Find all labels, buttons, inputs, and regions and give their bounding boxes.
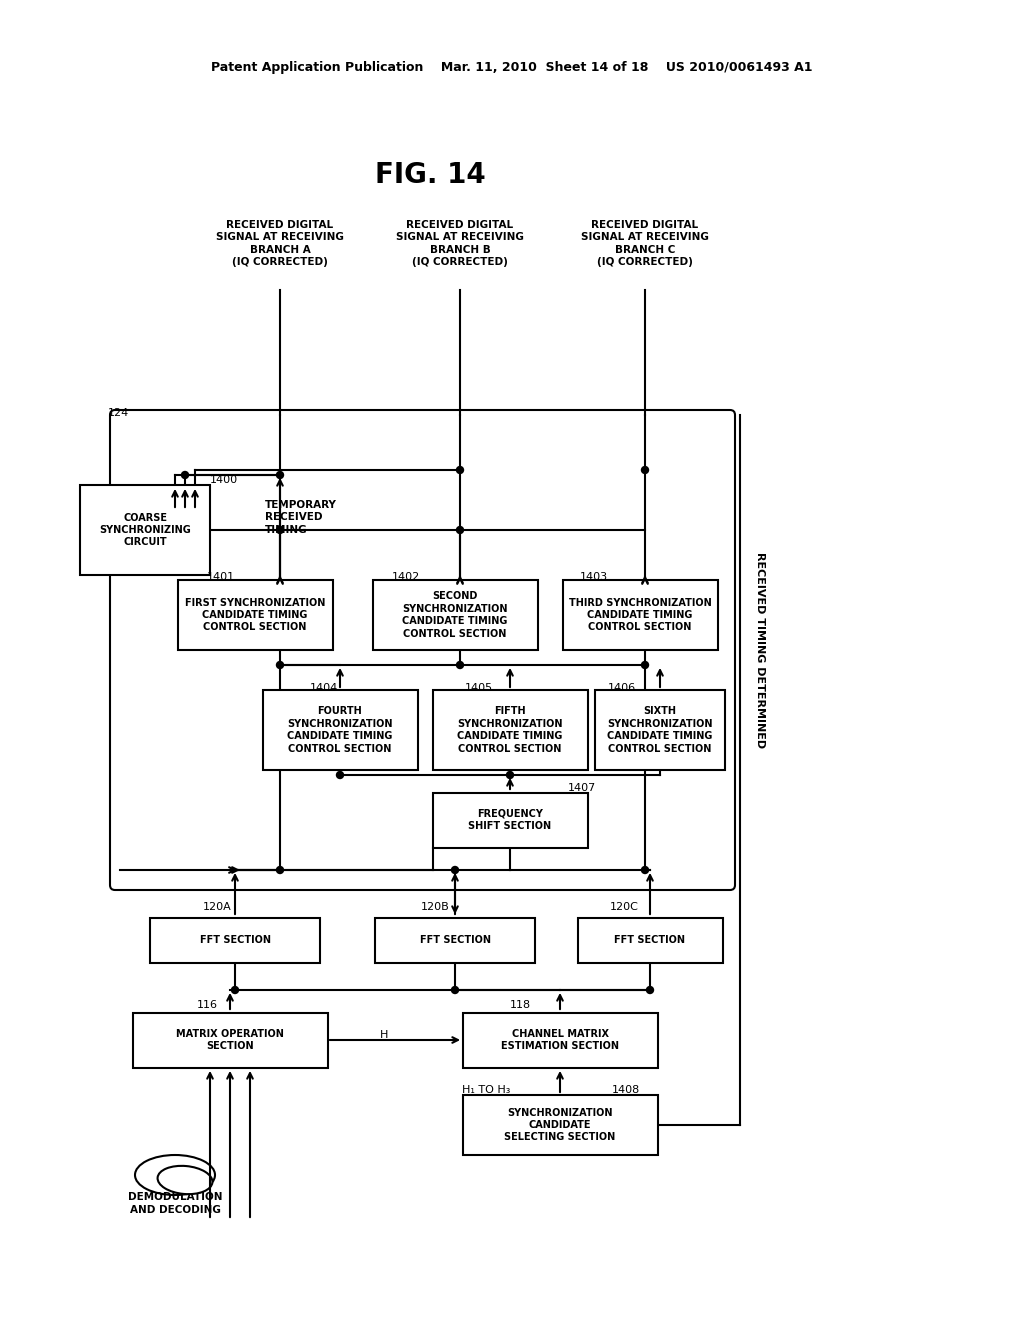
Text: 1408: 1408 xyxy=(612,1085,640,1096)
Text: FFT SECTION: FFT SECTION xyxy=(614,935,685,945)
Text: Patent Application Publication    Mar. 11, 2010  Sheet 14 of 18    US 2010/00614: Patent Application Publication Mar. 11, … xyxy=(211,62,813,74)
Bar xyxy=(375,917,535,962)
Circle shape xyxy=(641,661,648,668)
Ellipse shape xyxy=(135,1155,215,1195)
Text: H: H xyxy=(380,1030,388,1040)
Text: CHANNEL MATRIX
ESTIMATION SECTION: CHANNEL MATRIX ESTIMATION SECTION xyxy=(501,1028,618,1051)
Circle shape xyxy=(452,986,459,994)
Text: 120B: 120B xyxy=(421,902,450,912)
Circle shape xyxy=(276,471,284,479)
Text: FFT SECTION: FFT SECTION xyxy=(200,935,270,945)
Text: 1400: 1400 xyxy=(210,475,239,484)
Text: RECEIVED DIGITAL
SIGNAL AT RECEIVING
BRANCH B
(IQ CORRECTED): RECEIVED DIGITAL SIGNAL AT RECEIVING BRA… xyxy=(396,220,524,267)
Circle shape xyxy=(276,661,284,668)
Circle shape xyxy=(181,471,188,479)
Circle shape xyxy=(641,866,648,874)
Text: FIG. 14: FIG. 14 xyxy=(375,161,485,189)
Circle shape xyxy=(276,866,284,874)
Text: COARSE
SYNCHRONIZING
CIRCUIT: COARSE SYNCHRONIZING CIRCUIT xyxy=(99,512,190,548)
Text: TEMPORARY
RECEIVED
TIMING: TEMPORARY RECEIVED TIMING xyxy=(265,500,337,535)
Bar xyxy=(80,484,210,576)
Circle shape xyxy=(646,986,653,994)
Text: 120A: 120A xyxy=(203,902,231,912)
Text: 1405: 1405 xyxy=(465,682,494,693)
Circle shape xyxy=(457,527,464,533)
Bar xyxy=(150,917,319,962)
Text: 124: 124 xyxy=(108,408,129,418)
Text: FIRST SYNCHRONIZATION
CANDIDATE TIMING
CONTROL SECTION: FIRST SYNCHRONIZATION CANDIDATE TIMING C… xyxy=(184,598,326,632)
Text: RECEIVED DIGITAL
SIGNAL AT RECEIVING
BRANCH C
(IQ CORRECTED): RECEIVED DIGITAL SIGNAL AT RECEIVING BRA… xyxy=(581,220,709,267)
Text: FREQUENCY
SHIFT SECTION: FREQUENCY SHIFT SECTION xyxy=(468,809,552,832)
Bar xyxy=(432,690,588,770)
Bar xyxy=(463,1096,657,1155)
Circle shape xyxy=(507,771,513,779)
Bar xyxy=(463,1012,657,1068)
Text: 1401: 1401 xyxy=(207,572,236,582)
Text: FIFTH
SYNCHRONIZATION
CANDIDATE TIMING
CONTROL SECTION: FIFTH SYNCHRONIZATION CANDIDATE TIMING C… xyxy=(458,706,563,754)
Bar xyxy=(373,579,538,649)
Text: SECOND
SYNCHRONIZATION
CANDIDATE TIMING
CONTROL SECTION: SECOND SYNCHRONIZATION CANDIDATE TIMING … xyxy=(402,591,508,639)
Bar xyxy=(262,690,418,770)
Text: SYNCHRONIZATION
CANDIDATE
SELECTING SECTION: SYNCHRONIZATION CANDIDATE SELECTING SECT… xyxy=(505,1107,615,1142)
Circle shape xyxy=(457,661,464,668)
Text: 1402: 1402 xyxy=(392,572,420,582)
Text: 120C: 120C xyxy=(610,902,639,912)
Circle shape xyxy=(337,771,343,779)
Text: 1407: 1407 xyxy=(568,783,596,793)
Circle shape xyxy=(276,527,284,533)
Bar xyxy=(562,579,718,649)
Text: TO
DEMODULATION
AND DECODING: TO DEMODULATION AND DECODING xyxy=(128,1180,222,1214)
Circle shape xyxy=(641,466,648,474)
FancyBboxPatch shape xyxy=(110,411,735,890)
Circle shape xyxy=(457,466,464,474)
Ellipse shape xyxy=(158,1166,212,1195)
Text: SIXTH
SYNCHRONIZATION
CANDIDATE TIMING
CONTROL SECTION: SIXTH SYNCHRONIZATION CANDIDATE TIMING C… xyxy=(607,706,713,754)
Text: RECEIVED TIMING DETERMINED: RECEIVED TIMING DETERMINED xyxy=(755,552,765,748)
Text: 1403: 1403 xyxy=(580,572,608,582)
Text: 1404: 1404 xyxy=(310,682,338,693)
Text: 1406: 1406 xyxy=(608,682,636,693)
Bar xyxy=(595,690,725,770)
Bar xyxy=(578,917,723,962)
Text: 116: 116 xyxy=(197,1001,218,1010)
Text: MATRIX OPERATION
SECTION: MATRIX OPERATION SECTION xyxy=(176,1028,284,1051)
Text: FFT SECTION: FFT SECTION xyxy=(420,935,490,945)
Text: 118: 118 xyxy=(510,1001,531,1010)
Text: RECEIVED DIGITAL
SIGNAL AT RECEIVING
BRANCH A
(IQ CORRECTED): RECEIVED DIGITAL SIGNAL AT RECEIVING BRA… xyxy=(216,220,344,267)
Bar xyxy=(132,1012,328,1068)
Bar xyxy=(432,792,588,847)
Circle shape xyxy=(452,866,459,874)
Bar xyxy=(177,579,333,649)
Circle shape xyxy=(231,986,239,994)
Text: H₁ TO H₃: H₁ TO H₃ xyxy=(462,1085,510,1096)
Text: FOURTH
SYNCHRONIZATION
CANDIDATE TIMING
CONTROL SECTION: FOURTH SYNCHRONIZATION CANDIDATE TIMING … xyxy=(288,706,393,754)
Text: THIRD SYNCHRONIZATION
CANDIDATE TIMING
CONTROL SECTION: THIRD SYNCHRONIZATION CANDIDATE TIMING C… xyxy=(568,598,712,632)
